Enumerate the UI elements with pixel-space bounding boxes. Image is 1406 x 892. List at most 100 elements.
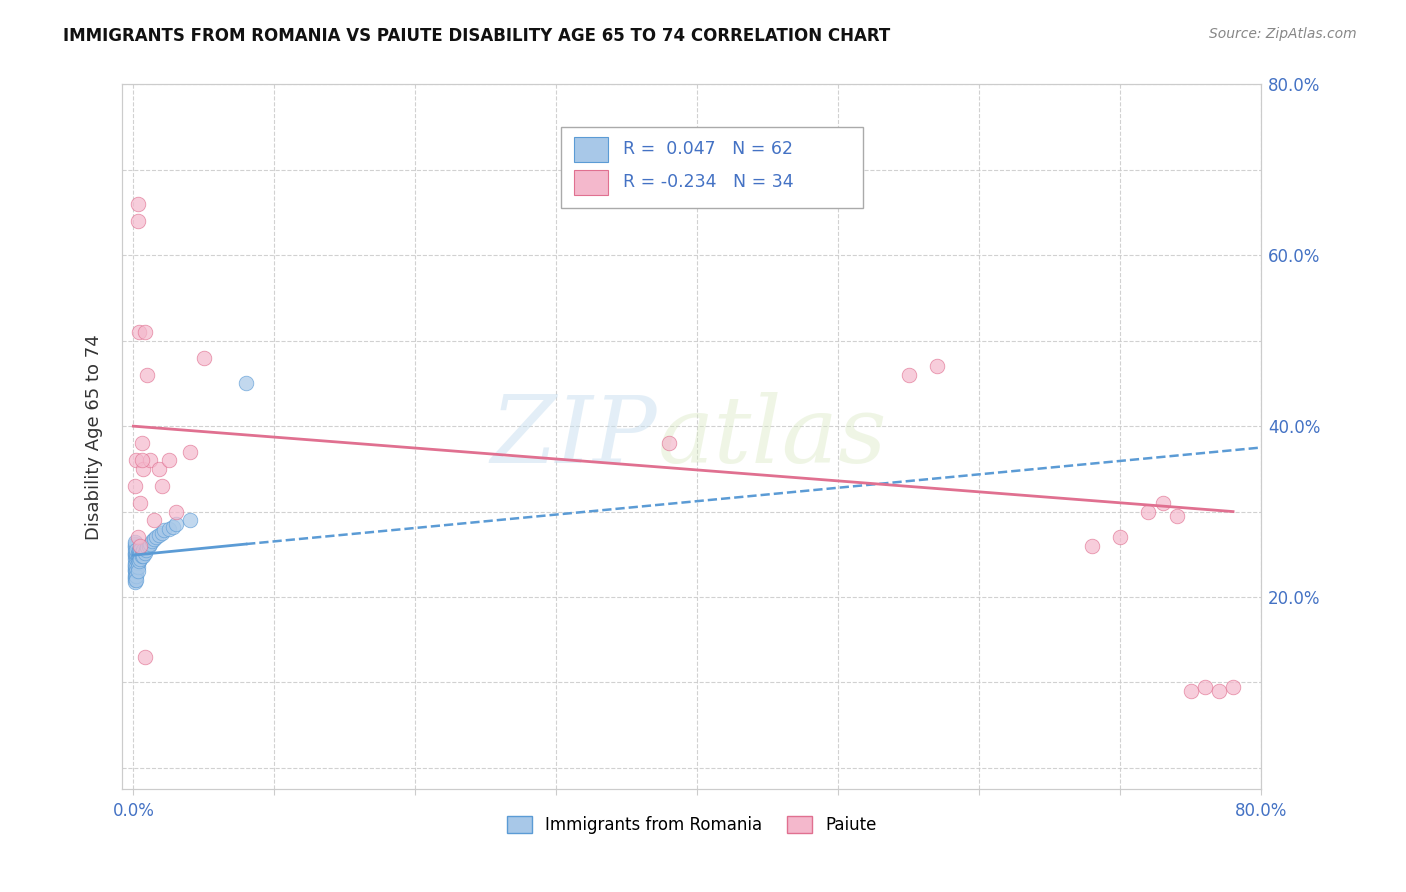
Point: [925, 359, 948, 374]
Point: [1137, 505, 1160, 519]
Point: [124, 543, 146, 558]
Point: [128, 325, 150, 339]
Point: [143, 513, 166, 527]
Point: [125, 549, 148, 563]
Point: [157, 522, 180, 536]
Point: [124, 545, 146, 559]
Point: [125, 573, 148, 587]
Point: [162, 520, 184, 534]
Point: [125, 551, 148, 566]
Point: [127, 547, 149, 561]
Point: [127, 556, 149, 570]
Point: [179, 444, 201, 458]
Point: [139, 453, 162, 467]
Point: [125, 545, 148, 559]
Point: [139, 537, 162, 551]
Point: [128, 545, 150, 559]
Point: [128, 549, 150, 563]
Point: [131, 545, 153, 559]
Point: [125, 547, 148, 561]
Point: [1222, 680, 1244, 694]
Point: [1166, 508, 1188, 523]
Point: [124, 547, 146, 561]
Point: [148, 528, 170, 542]
Point: [124, 559, 146, 574]
Point: [127, 549, 149, 563]
Point: [153, 524, 176, 538]
Point: [124, 573, 146, 587]
Point: [125, 568, 148, 582]
Point: [129, 543, 152, 558]
Point: [127, 545, 149, 559]
Point: [1081, 539, 1104, 553]
Point: [124, 561, 146, 575]
Text: IMMIGRANTS FROM ROMANIA VS PAIUTE DISABILITY AGE 65 TO 74 CORRELATION CHART: IMMIGRANTS FROM ROMANIA VS PAIUTE DISABI…: [63, 27, 890, 45]
Text: R = -0.234   N = 34: R = -0.234 N = 34: [623, 173, 794, 192]
Point: [131, 453, 153, 467]
Point: [127, 530, 149, 544]
Point: [1109, 530, 1132, 544]
Point: [150, 525, 173, 540]
Bar: [574, 137, 609, 162]
Point: [135, 543, 157, 558]
Point: [143, 532, 166, 546]
Point: [128, 554, 150, 568]
Point: [124, 563, 146, 577]
Point: [1208, 684, 1230, 698]
Point: [1194, 680, 1216, 694]
Point: [128, 543, 150, 558]
Bar: [574, 170, 609, 195]
Point: [124, 535, 146, 549]
Point: [897, 368, 920, 382]
Text: R =  0.047   N = 62: R = 0.047 N = 62: [623, 140, 793, 158]
Point: [124, 556, 146, 570]
Point: [124, 541, 146, 555]
Point: [125, 453, 148, 467]
Point: [134, 649, 156, 664]
Y-axis label: Disability Age 65 to 74: Disability Age 65 to 74: [86, 334, 103, 540]
Point: [124, 567, 146, 582]
Point: [150, 479, 173, 493]
Point: [1152, 496, 1174, 510]
Legend: Immigrants from Romania, Paiute: Immigrants from Romania, Paiute: [506, 815, 877, 834]
Point: [179, 513, 201, 527]
Point: [127, 197, 149, 211]
Point: [124, 558, 146, 572]
Point: [132, 543, 155, 558]
Point: [165, 505, 187, 519]
Point: [124, 565, 146, 579]
Point: [131, 549, 153, 563]
Point: [132, 549, 155, 563]
Point: [125, 565, 148, 579]
Point: [129, 539, 152, 553]
Point: [124, 551, 146, 566]
Point: [134, 545, 156, 559]
Point: [193, 351, 215, 365]
Point: [124, 537, 146, 551]
Point: [127, 214, 149, 228]
Point: [148, 462, 170, 476]
Point: [138, 539, 160, 553]
Point: [129, 496, 152, 510]
FancyBboxPatch shape: [561, 127, 862, 208]
Text: atlas: atlas: [658, 392, 887, 482]
Point: [127, 565, 149, 579]
Point: [129, 551, 152, 566]
Point: [141, 534, 163, 549]
Point: [132, 462, 155, 476]
Point: [157, 453, 180, 467]
Point: [165, 517, 187, 532]
Text: Source: ZipAtlas.com: Source: ZipAtlas.com: [1209, 27, 1357, 41]
Point: [125, 543, 148, 558]
Point: [124, 539, 146, 553]
Point: [124, 549, 146, 563]
Point: [129, 547, 152, 561]
Point: [1180, 684, 1202, 698]
Point: [658, 436, 681, 450]
Point: [124, 569, 146, 583]
Point: [125, 560, 148, 574]
Point: [136, 541, 159, 555]
Point: [127, 560, 149, 574]
Text: ZIP: ZIP: [491, 392, 658, 482]
Point: [145, 530, 167, 544]
